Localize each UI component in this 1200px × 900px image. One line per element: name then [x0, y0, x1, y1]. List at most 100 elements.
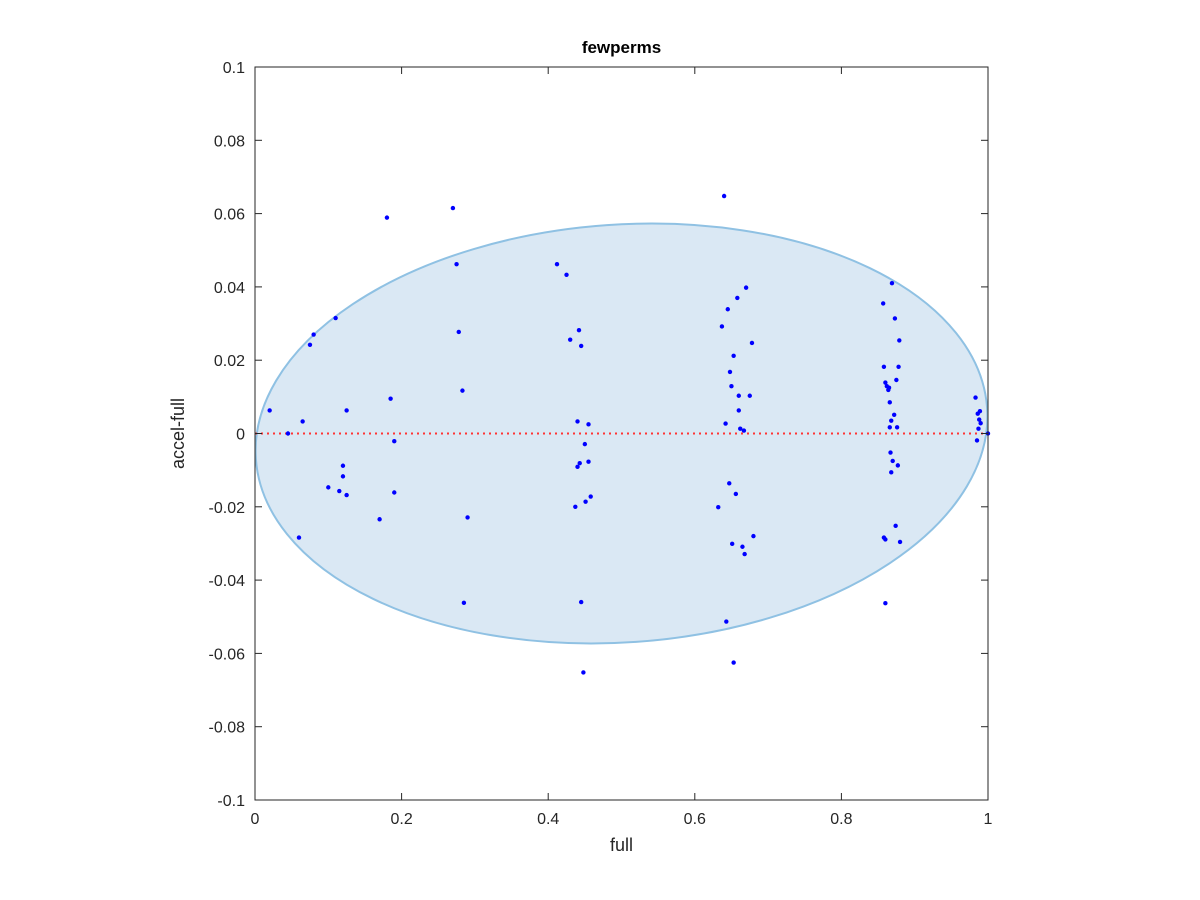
data-point [573, 504, 578, 509]
data-point [456, 329, 461, 335]
data-point [727, 369, 733, 375]
data-point [887, 425, 892, 430]
data-point [588, 494, 593, 499]
data-point [285, 431, 291, 436]
x-tick-label: 0.2 [390, 811, 412, 828]
data-point [554, 261, 560, 267]
data-point [735, 295, 740, 301]
data-point [377, 517, 382, 522]
data-point [889, 418, 894, 423]
data-point [307, 342, 313, 348]
data-point [897, 338, 902, 343]
x-tick-label: 0.6 [684, 811, 706, 828]
data-point [881, 364, 887, 369]
data-point [723, 421, 728, 426]
data-point [564, 272, 569, 278]
data-point [896, 364, 901, 369]
y-tick-label: 0 [236, 427, 245, 444]
y-tick-label: -0.08 [209, 720, 246, 737]
data-point [736, 393, 741, 398]
data-point [465, 515, 470, 520]
data-point [344, 492, 349, 498]
data-point [311, 332, 316, 337]
y-tick-label: 0.04 [214, 280, 245, 297]
data-point [724, 619, 729, 624]
data-point [719, 324, 725, 329]
data-point [743, 285, 749, 290]
y-tick-label: -0.1 [217, 793, 245, 810]
data-point [300, 419, 305, 424]
data-point [384, 215, 390, 220]
data-point [883, 537, 888, 542]
data-point [749, 340, 755, 346]
data-point [576, 327, 582, 333]
x-axis-label: full [610, 835, 633, 855]
data-point [340, 463, 346, 468]
x-tick-label: 0 [251, 811, 260, 828]
x-tick-label: 1 [984, 811, 993, 828]
data-point [454, 261, 459, 267]
data-point [731, 353, 736, 359]
data-point [977, 417, 982, 422]
data-point [891, 412, 897, 418]
y-tick-label: -0.06 [209, 646, 246, 663]
data-point [326, 485, 331, 490]
data-point [883, 600, 888, 606]
data-point [751, 533, 756, 539]
y-tick-label: 0.08 [214, 133, 245, 150]
data-point [583, 499, 588, 504]
data-point [716, 504, 721, 510]
data-point [890, 458, 895, 464]
data-point [731, 660, 736, 665]
data-point [894, 425, 900, 430]
data-point [581, 670, 586, 675]
y-tick-label: 0.1 [223, 60, 245, 77]
data-point [267, 408, 272, 413]
data-point [388, 396, 393, 401]
data-point [450, 205, 456, 211]
x-tick-label: 0.8 [830, 811, 852, 828]
data-point [582, 441, 588, 447]
data-point [575, 419, 580, 424]
data-point [578, 599, 584, 605]
data-point [889, 470, 894, 475]
data-point [880, 301, 886, 306]
x-tick-label: 0.4 [537, 811, 559, 828]
ticks-layer: 0 0.2 0.4 0.6 0.8 1 0.1 0.08 0.06 0.04 0.02 0 -0.02 -… [209, 60, 993, 828]
data-point [340, 474, 346, 479]
data-point [741, 428, 747, 433]
data-point [296, 535, 302, 540]
data-point [567, 337, 573, 342]
y-tick-label: 0.02 [214, 353, 245, 370]
data-point [897, 539, 903, 545]
data-point [721, 193, 727, 199]
data-point [733, 491, 739, 497]
y-tick-label: 0.06 [214, 207, 245, 224]
data-point [729, 384, 734, 389]
y-axis-label: accel-full [168, 398, 188, 469]
data-point [727, 481, 732, 486]
data-point [577, 460, 582, 466]
y-tick-label: -0.02 [209, 500, 246, 517]
data-point [893, 523, 898, 529]
data-point [888, 450, 893, 455]
data-point [392, 490, 397, 495]
data-point [738, 426, 743, 431]
data-point [742, 551, 747, 557]
data-point [740, 544, 745, 549]
data-point [978, 421, 983, 426]
data-point [747, 393, 752, 398]
data-point [333, 315, 338, 321]
data-point [894, 377, 899, 383]
data-point [973, 395, 978, 400]
data-point [392, 438, 397, 444]
data-point [725, 307, 730, 312]
data-point [895, 463, 901, 468]
chart-title: fewperms [582, 38, 661, 57]
data-point [887, 400, 892, 405]
data-point [586, 459, 591, 464]
points-layer [267, 193, 991, 675]
data-point [977, 408, 983, 414]
